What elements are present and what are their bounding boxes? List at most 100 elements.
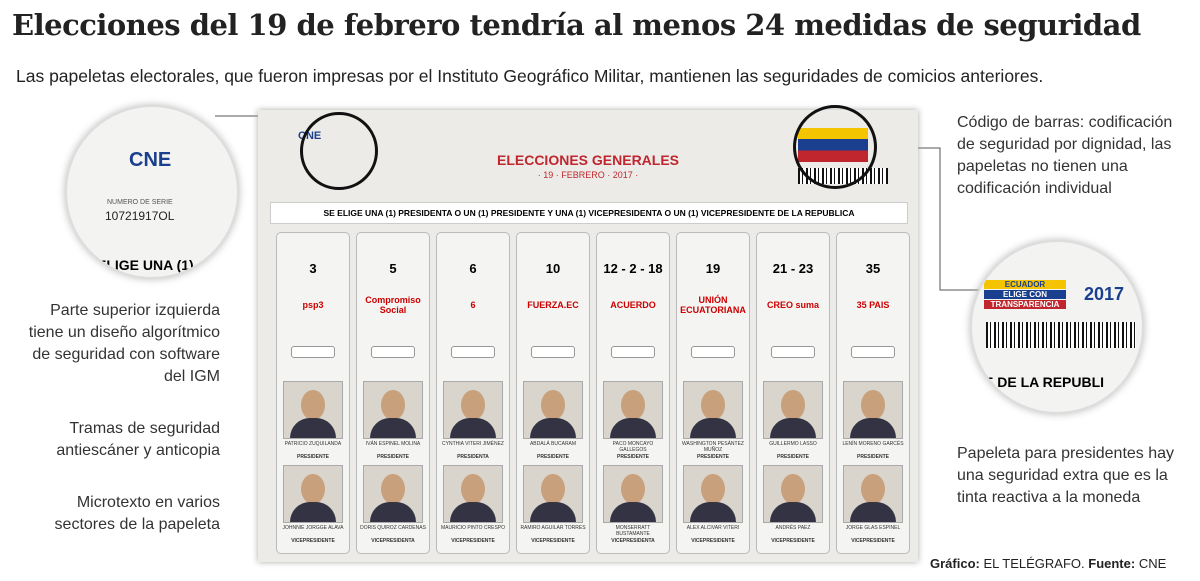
highlight-ring bbox=[793, 105, 877, 189]
serial-label: NUMERO DE SERIE bbox=[107, 199, 173, 206]
photo-body bbox=[370, 502, 416, 522]
photo-head bbox=[781, 474, 805, 504]
candidate-photo bbox=[363, 381, 423, 439]
list-column: 21 - 23 CREO suma GUILLERMO LASSO PRESIDENT… bbox=[756, 232, 830, 554]
candidate-photo bbox=[283, 465, 343, 523]
subtitle: Las papeletas electorales, que fueron im… bbox=[16, 66, 1044, 86]
photo-body bbox=[370, 418, 416, 438]
highlight-ring bbox=[300, 112, 378, 190]
candidate-photo bbox=[683, 465, 743, 523]
candidate-name: CYNTHIA VITERI JIMÉNEZ bbox=[442, 441, 504, 447]
list-column: 12 - 2 - 18 ACUERDO PACO MONCAYO GALLEGOS P… bbox=[596, 232, 670, 554]
title: Elecciones del 19 de febrero tendría al … bbox=[12, 8, 1141, 42]
photo-head bbox=[301, 390, 325, 420]
list-column: 3 psp3 PATRICIO ZUQUILANDA PRESIDENTE JOHNNI… bbox=[276, 232, 350, 554]
vote-box bbox=[691, 346, 735, 358]
photo-head bbox=[621, 474, 645, 504]
ballot-date: · 19 · FEBRERO · 2017 · bbox=[537, 170, 639, 180]
candidate-role: PRESIDENTE bbox=[857, 454, 889, 460]
photo-body bbox=[530, 418, 576, 438]
party-logo: 35 PAIS bbox=[856, 300, 890, 310]
barcode bbox=[986, 322, 1136, 348]
candidate-role: VICEPRESIDENTE bbox=[291, 538, 335, 544]
candidate-name: DORIS QUIROZ CARDENAS bbox=[360, 525, 426, 531]
candidate-name: RAMIRO AGUILAR TORRES bbox=[520, 525, 586, 531]
candidate-photo bbox=[523, 381, 583, 439]
candidate-name: PATRICIO ZUQUILANDA bbox=[284, 441, 342, 447]
candidate-photo bbox=[363, 465, 423, 523]
zoom-strip: E DE LA REPUBLI bbox=[984, 374, 1105, 390]
candidate-name: JORGE GLAS ESPINEL bbox=[845, 525, 901, 531]
vote-box bbox=[611, 346, 655, 358]
year: 2017 bbox=[1084, 284, 1125, 304]
candidate-name: JOHNNIE JORGGE ALAVA bbox=[282, 525, 344, 531]
party-logo: Compromiso Social bbox=[365, 295, 421, 315]
photo-body bbox=[450, 502, 496, 522]
candidate-name: ALEX ALCIVAR VITERI bbox=[686, 525, 740, 531]
candidate-role: VICEPRESIDENTE bbox=[851, 538, 895, 544]
annotation: Parte superior izquierda tiene un diseño… bbox=[28, 302, 220, 385]
candidate-role: PRESIDENTA bbox=[457, 454, 489, 460]
list-column: 19 UNIÓN ECUATORIANA WASHINGTON PESÁNTEZ M… bbox=[676, 232, 750, 554]
list-column: 6 6 CYNTHIA VITERI JIMÉNEZ PRESIDENTA MAURIC… bbox=[436, 232, 510, 554]
annotation: Microtexto en varios sectores de la pape… bbox=[54, 494, 220, 533]
candidate-role: VICEPRESIDENTA bbox=[371, 538, 415, 544]
party-logo: psp3 bbox=[302, 300, 324, 310]
credit-label: Fuente: bbox=[1088, 556, 1136, 571]
credit: Gráfico: EL TELÉGRAFO. Fuente: CNE bbox=[930, 556, 1166, 571]
zoom-right: ECUADOR ELIGE CON TRANSPARENCIA 2017 E D… bbox=[970, 240, 1144, 414]
list-number: 12 - 2 - 18 bbox=[603, 261, 663, 276]
vote-box bbox=[851, 346, 895, 358]
zoom-strip: ELIGE UNA (1) bbox=[97, 257, 194, 273]
candidate-role: VICEPRESIDENTE bbox=[771, 538, 815, 544]
ballot-title: ELECCIONES GENERALES bbox=[496, 152, 680, 168]
party-logo: CREO suma bbox=[766, 300, 819, 310]
candidate-role: PRESIDENTE bbox=[537, 454, 569, 460]
ballot: CNE ELECCIONES GENERALES · 19 · FEBRERO … bbox=[258, 105, 918, 562]
candidate-photo bbox=[843, 381, 903, 439]
photo-head bbox=[701, 390, 725, 420]
photo-head bbox=[461, 474, 485, 504]
party-logo: UNIÓN ECUATORIANA bbox=[680, 295, 746, 315]
list-column: 35 35 PAIS LENÍN MORENO GARCÉS PRESIDENTE JO… bbox=[836, 232, 910, 554]
candidate-role: VICEPRESIDENTE bbox=[451, 538, 495, 544]
candidate-photo bbox=[603, 381, 663, 439]
photo-head bbox=[701, 474, 725, 504]
candidate-name: MONSERRATT BUSTAMANTE bbox=[615, 525, 651, 537]
party-logo: ACUERDO bbox=[610, 300, 656, 310]
candidate-name: IVÁN ESPINEL MOLINA bbox=[365, 441, 421, 447]
vote-box bbox=[291, 346, 335, 358]
list-column: 10 FUERZA.EC ABDALÁ BUCARAM PRESIDENTE RAMIR… bbox=[516, 232, 590, 554]
party-logo: FUERZA.EC bbox=[527, 300, 579, 310]
candidate-name: ANDRÉS PAEZ bbox=[775, 525, 811, 531]
photo-body bbox=[690, 502, 736, 522]
candidate-photo bbox=[283, 381, 343, 439]
candidate-photo bbox=[523, 465, 583, 523]
candidate-photo bbox=[443, 381, 503, 439]
candidate-name: ABDALÁ BUCARAM bbox=[529, 441, 577, 447]
banner: ECUADOR bbox=[984, 280, 1066, 289]
photo-body bbox=[290, 418, 336, 438]
credit-label: Gráfico: bbox=[930, 556, 980, 571]
zoom-logo: CNE bbox=[129, 149, 172, 171]
photo-body bbox=[770, 418, 816, 438]
candidate-role: PRESIDENTE bbox=[777, 454, 809, 460]
photo-body bbox=[530, 502, 576, 522]
list-number: 19 bbox=[705, 261, 721, 276]
photo-head bbox=[861, 474, 885, 504]
banner: TRANSPARENCIA bbox=[984, 300, 1066, 309]
candidate-role: VICEPRESIDENTE bbox=[691, 538, 735, 544]
candidate-role: PRESIDENTE bbox=[617, 454, 649, 460]
credit-text: EL TELÉGRAFO. bbox=[983, 556, 1085, 571]
photo-head bbox=[861, 390, 885, 420]
photo-body bbox=[770, 502, 816, 522]
photo-head bbox=[301, 474, 325, 504]
annotation: Código de barras: codificación de seguri… bbox=[957, 114, 1173, 197]
banner: ELIGE CON bbox=[984, 290, 1066, 299]
vote-box bbox=[451, 346, 495, 358]
candidate-name: WASHINGTON PESÁNTEZ MUÑOZ bbox=[682, 441, 744, 453]
photo-head bbox=[541, 390, 565, 420]
candidate-photo bbox=[843, 465, 903, 523]
ballot-instruction: SE ELIGE UNA (1) PRESIDENTA O UN (1) PRE… bbox=[270, 202, 908, 224]
